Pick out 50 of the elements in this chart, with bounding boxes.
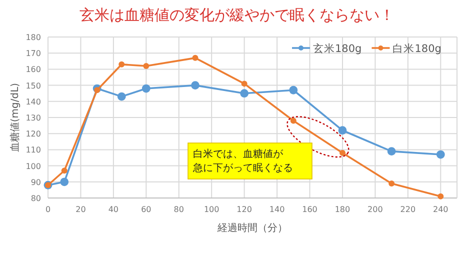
annotation: 白米では、血糖値が xyxy=(193,148,284,160)
point xyxy=(388,180,395,187)
y-tick-label: 170 xyxy=(26,49,41,58)
y-tick-label: 130 xyxy=(26,114,41,122)
x-tick-label: 40 xyxy=(108,205,119,214)
y-tick-label: 100 xyxy=(26,162,41,171)
point xyxy=(241,80,248,87)
y-tick-label: 150 xyxy=(26,81,41,90)
x-tick-label: 60 xyxy=(141,205,152,214)
point xyxy=(60,178,69,186)
y-axis-title: 血糖値(mg/dL) xyxy=(9,82,21,152)
x-tick-label: 160 xyxy=(302,205,318,214)
x-tick-label: 80 xyxy=(174,205,184,214)
y-tick-label: 110 xyxy=(26,146,41,155)
point xyxy=(142,84,150,93)
y-tick-label: 90 xyxy=(30,178,41,187)
legend-label: 白米180g xyxy=(392,42,442,55)
x-tick-label: 220 xyxy=(400,205,416,214)
x-tick-label: 100 xyxy=(204,205,220,214)
x-tick-label: 120 xyxy=(236,205,252,214)
y-tick-label: 180 xyxy=(26,33,41,42)
point xyxy=(436,150,445,159)
y-tick-label: 140 xyxy=(26,97,41,106)
point xyxy=(338,126,347,135)
x-tick-label: 0 xyxy=(45,205,51,214)
x-tick-label: 20 xyxy=(76,205,86,214)
legend-label: 玄米180g xyxy=(313,42,362,55)
point xyxy=(117,92,126,101)
x-tick-label: 240 xyxy=(433,205,448,214)
x-axis-title: 経過時間（分） xyxy=(216,222,288,234)
point xyxy=(118,61,125,68)
point xyxy=(240,89,249,98)
chart-title: 玄米は血糖値の変化が緩やかで眠くならない！ xyxy=(80,6,394,24)
y-tick-label: 160 xyxy=(26,65,41,74)
point xyxy=(438,193,444,200)
point xyxy=(192,54,198,61)
y-tick-label: 120 xyxy=(26,130,41,139)
point xyxy=(191,81,200,90)
point xyxy=(387,147,396,156)
point xyxy=(61,168,68,174)
annotation: 急に下がって眠くなる xyxy=(192,162,293,174)
point xyxy=(289,86,298,94)
x-tick-label: 140 xyxy=(269,205,285,214)
x-tick-label: 200 xyxy=(368,205,383,214)
y-tick-label: 80 xyxy=(30,194,41,203)
point xyxy=(290,118,296,124)
point xyxy=(94,87,100,94)
x-tick-label: 180 xyxy=(334,205,350,214)
point xyxy=(339,150,346,156)
point xyxy=(143,62,150,69)
